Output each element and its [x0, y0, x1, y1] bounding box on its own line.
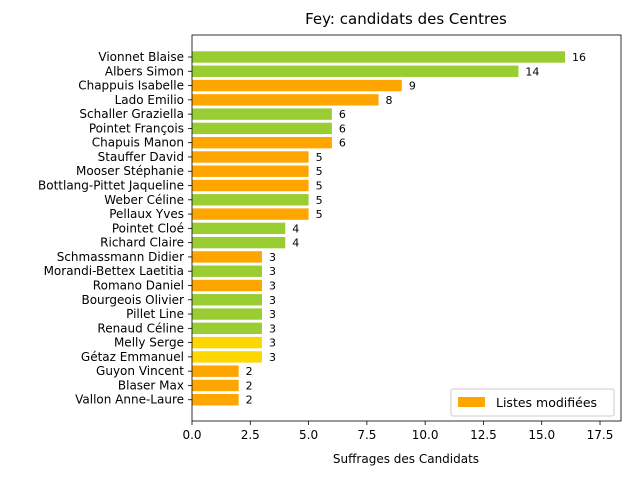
y-tick-label: Vionnet Blaise — [98, 50, 184, 64]
bar-value-label: 3 — [269, 265, 276, 278]
legend-label: Listes modifiées — [496, 395, 597, 410]
x-tick-label: 15.0 — [528, 428, 555, 442]
bar — [192, 265, 262, 277]
bar — [192, 179, 309, 192]
y-tick-label: Weber Céline — [104, 193, 184, 207]
bar — [192, 236, 286, 249]
bar — [192, 94, 379, 106]
y-tick-label: Melly Serge — [114, 336, 184, 350]
bar-value-label: 4 — [292, 222, 299, 235]
legend-frame — [450, 388, 615, 417]
bar — [192, 208, 309, 220]
bar — [192, 322, 262, 335]
plot-frame — [191, 34, 622, 422]
bar-value-label: 3 — [269, 251, 276, 264]
y-tick-label: Stauffer David — [98, 150, 184, 164]
bar-value-label: 5 — [316, 208, 323, 221]
bar-value-label: 16 — [572, 51, 586, 64]
bar — [192, 351, 262, 363]
bar-value-label: 5 — [316, 194, 323, 207]
bar — [192, 151, 309, 163]
bar — [192, 136, 332, 149]
bar-value-label: 3 — [269, 351, 276, 364]
bar — [192, 51, 566, 63]
bar — [192, 379, 239, 392]
y-tick-label: Richard Claire — [100, 236, 184, 250]
bar-value-label: 2 — [246, 379, 253, 392]
bar-value-label: 3 — [269, 308, 276, 321]
y-tick-label: Schmassmann Didier — [57, 250, 184, 264]
y-tick-label: Bottlang-Pittet Jaqueline — [38, 179, 184, 193]
bar-value-label: 8 — [386, 94, 393, 107]
bar — [192, 108, 332, 120]
y-tick-label: Renaud Céline — [97, 321, 184, 335]
legend-swatch — [458, 397, 485, 407]
bar — [192, 394, 239, 406]
x-tick-label: 17.5 — [587, 428, 614, 442]
bar-value-label: 6 — [339, 108, 346, 121]
y-tick-label: Bourgeois Olivier — [81, 293, 184, 307]
bar — [192, 79, 402, 92]
bar-value-label: 3 — [269, 294, 276, 307]
bar-value-label: 6 — [339, 122, 346, 135]
y-tick-label: Chapuis Manon — [92, 136, 184, 150]
bar-value-label: 5 — [316, 180, 323, 193]
bar-value-label: 9 — [409, 80, 416, 93]
bar-value-label: 3 — [269, 337, 276, 350]
bar-value-label: 2 — [246, 365, 253, 378]
x-tick-label: 2.5 — [241, 428, 260, 442]
y-tick-label: Pointet Cloé — [112, 221, 184, 235]
y-tick-label: Pointet François — [89, 121, 184, 135]
y-tick-label: Schaller Graziella — [79, 107, 184, 121]
bar — [192, 122, 332, 135]
y-tick-label: Pellaux Yves — [109, 207, 184, 221]
bar-value-label: 2 — [246, 394, 253, 407]
legend: Listes modifiées — [450, 388, 615, 417]
y-tick-label: Morandi-Bettex Laetitia — [44, 264, 184, 278]
bar-value-label: 4 — [292, 237, 299, 250]
bar — [192, 279, 262, 292]
x-tick-label: 7.5 — [357, 428, 376, 442]
y-tick-label: Guyon Vincent — [96, 364, 184, 378]
y-tick-label: Albers Simon — [105, 64, 184, 78]
plot-area: 16 Vionnet Blaise 14 Albers Simon 9 Chappuis … — [38, 34, 622, 442]
bar-value-label: 5 — [316, 165, 323, 178]
y-tick-label: Chappuis Isabelle — [78, 79, 184, 93]
chart-title: Fey: candidats des Centres — [305, 10, 507, 28]
x-tick-label: 5.0 — [299, 428, 318, 442]
y-tick-label: Romano Daniel — [93, 278, 184, 292]
bar-value-label: 5 — [316, 151, 323, 164]
bar — [192, 294, 262, 306]
bar — [192, 336, 262, 349]
x-tick-label: 10.0 — [412, 428, 439, 442]
bar — [192, 308, 262, 320]
x-axis-label: Suffrages des Candidats — [333, 452, 479, 466]
y-tick-label: Lado Emilio — [115, 93, 184, 107]
y-tick-label: Vallon Anne-Laure — [75, 393, 184, 407]
bar — [192, 365, 239, 377]
y-tick-label: Pillet Line — [126, 307, 184, 321]
y-tick-label: Gétaz Emmanuel — [81, 350, 184, 364]
y-tick-label: Blaser Max — [118, 378, 184, 392]
bar — [192, 165, 309, 177]
y-tick-label: Mooser Stéphanie — [76, 164, 184, 178]
bar — [192, 194, 309, 206]
bar — [192, 222, 286, 235]
bar — [192, 251, 262, 263]
bar-value-label: 3 — [269, 279, 276, 292]
bar-value-label: 6 — [339, 137, 346, 150]
bar — [192, 65, 519, 77]
x-tick-label: 12.5 — [470, 428, 497, 442]
x-tick-label: 0.0 — [182, 428, 201, 442]
bar-value-label: 3 — [269, 322, 276, 335]
bar-value-label: 14 — [525, 65, 539, 78]
